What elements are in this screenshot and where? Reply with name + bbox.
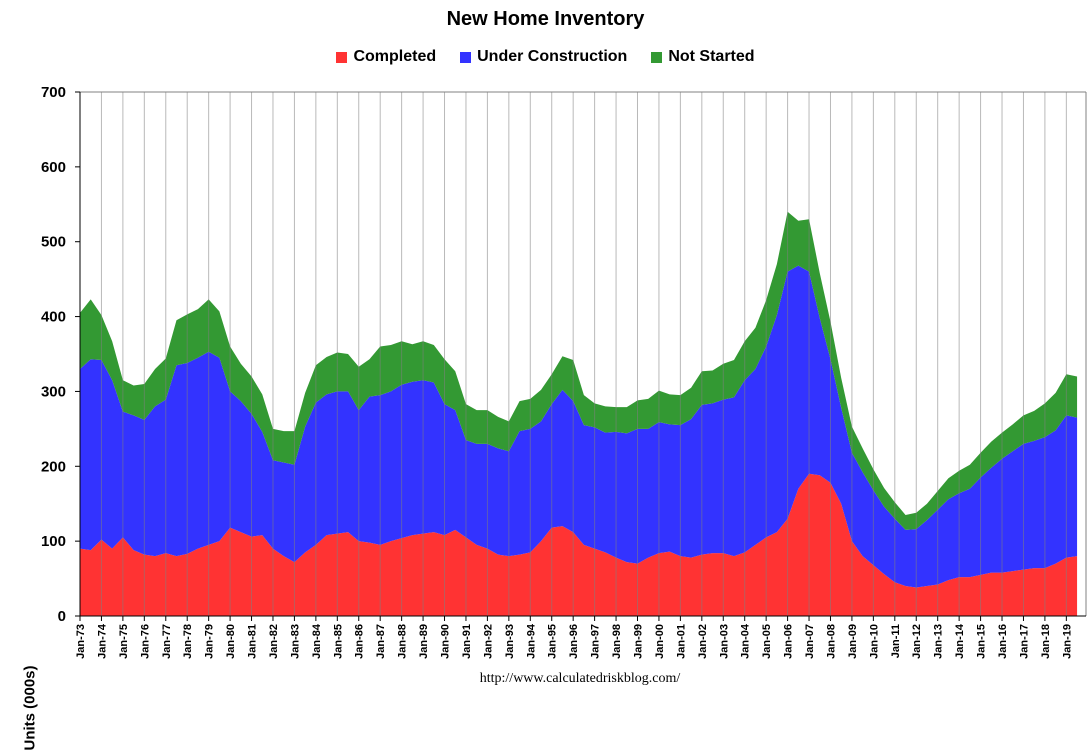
x-tick-label: Jan-92 [482,624,494,659]
x-tick-label: Jan-02 [697,624,709,659]
x-tick-label: Jan-75 [118,624,130,659]
x-tick-label: Jan-90 [440,624,452,659]
x-tick-label: Jan-06 [783,624,795,659]
x-tick-label: Jan-01 [675,624,687,659]
y-tick-label: 500 [41,234,66,251]
y-tick-label: 600 [41,159,66,176]
x-tick-label: Jan-78 [182,624,194,659]
series-area-completed [80,473,1078,616]
x-tick-label: Jan-10 [868,624,880,659]
x-tick-label: Jan-96 [568,624,580,659]
x-tick-label: Jan-74 [96,623,108,659]
legend-swatch-under-construction [460,51,472,63]
x-tick-label: Jan-79 [204,624,216,659]
x-tick-label: Jan-16 [997,624,1009,659]
x-tick-label: Jan-19 [1061,624,1073,659]
x-tick-label: Jan-88 [397,624,409,659]
legend-item-not-started: Not Started [651,48,755,66]
x-tick-label: Jan-81 [247,624,259,659]
chart-plot: 0 100 200 300 400 500 600 700 Jan-73 Jan-74 Jan-75… [41,84,1087,659]
x-tick-label: Jan-95 [547,624,559,659]
x-tick-label: Jan-80 [225,624,237,659]
x-tick-label: Jan-85 [332,624,344,659]
x-tick-label: Jan-05 [761,624,773,659]
x-tick-label: Jan-03 [718,624,730,659]
legend-swatch-completed [336,51,348,63]
y-tick-label: 400 [41,309,66,326]
x-tick-label: Jan-76 [139,624,151,659]
x-tick-label: Jan-12 [911,624,923,659]
x-tick-label: Jan-14 [954,623,966,659]
x-tick-label: Jan-73 [75,624,87,659]
x-tick-label: Jan-00 [654,624,666,659]
x-tick-label: Jan-87 [375,624,387,659]
x-tick-label: Jan-07 [804,624,816,659]
chart-title: New Home Inventory [446,8,645,30]
x-tick-label: Jan-13 [933,624,945,659]
x-tick-label: Jan-11 [890,624,902,658]
x-tick-label: Jan-97 [590,624,602,659]
legend-swatch-not-started [651,51,663,63]
x-tick-label: Jan-83 [289,624,301,659]
legend: Completed Under Construction Not Started [0,48,1091,66]
x-tick-label: Jan-89 [418,624,430,659]
x-tick-label: Jan-18 [1040,624,1052,659]
x-tick-label: Jan-98 [611,624,623,659]
x-tick-label: Jan-91 [461,624,473,659]
x-tick-label: Jan-99 [632,624,644,659]
y-tick-label: 700 [41,84,66,101]
x-tick-label: Jan-94 [525,623,537,659]
x-tick-label: Jan-77 [161,624,173,659]
y-tick-label: 200 [41,458,66,475]
legend-item-under-construction: Under Construction [460,48,627,66]
x-tick-label: Jan-86 [354,624,366,659]
y-tick-label: 100 [41,533,66,550]
x-tick-label: Jan-84 [311,623,323,659]
x-tick-label: Jan-15 [976,624,988,659]
x-tick-label: Jan-17 [1018,624,1030,659]
legend-label-completed: Completed [353,48,437,65]
legend-item-completed: Completed [336,48,436,66]
source-url: http://www.calculatedriskblog.com/ [479,671,681,686]
legend-label-under-construction: Under Construction [477,48,628,65]
x-tick-label: Jan-08 [825,624,837,659]
x-tick-label: Jan-93 [504,624,516,659]
x-tick-label: Jan-82 [268,624,280,659]
y-tick-label: 300 [41,383,66,400]
y-tick-label: 0 [58,608,66,625]
series-area-under-construction [80,265,1078,588]
legend-label-not-started: Not Started [668,48,755,65]
x-tick-label: Jan-09 [847,624,859,659]
x-tick-label: Jan-04 [740,623,752,659]
